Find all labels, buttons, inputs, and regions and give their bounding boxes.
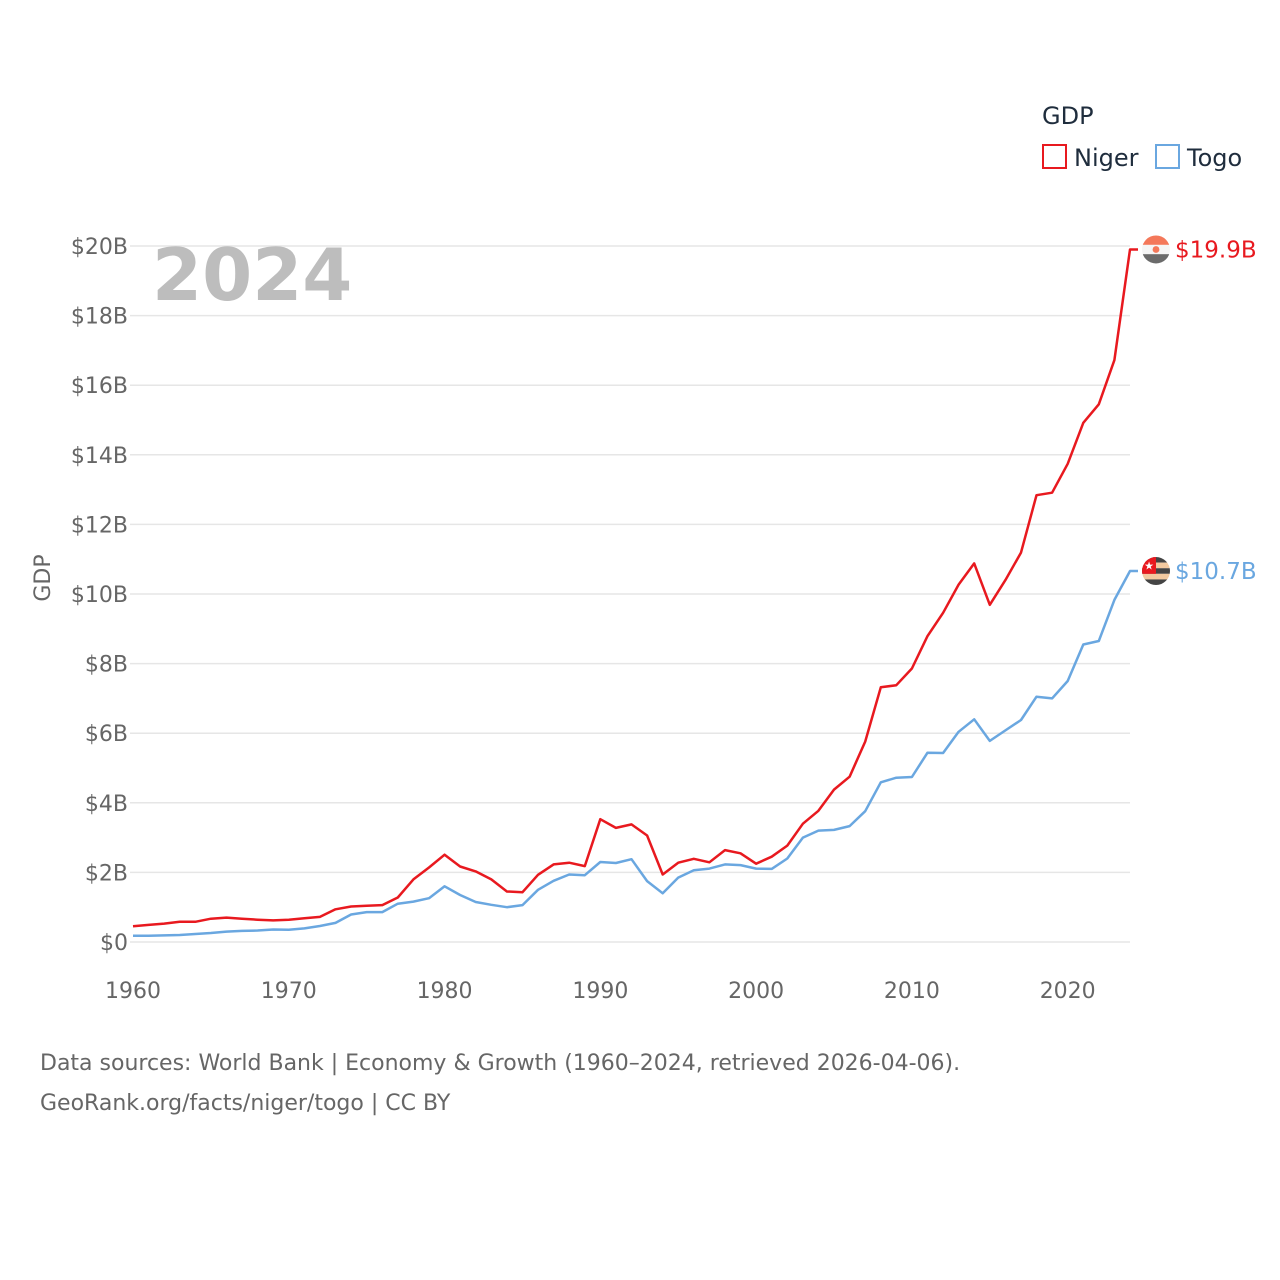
x-tick-label: 1980 xyxy=(417,979,473,1004)
series-line-niger xyxy=(132,248,1138,928)
y-tick-label: $2B xyxy=(85,861,128,886)
x-tick-label: 2010 xyxy=(884,979,940,1004)
y-tick-label: $6B xyxy=(85,722,128,747)
legend-title: GDP xyxy=(1042,102,1094,130)
x-tick-label: 2000 xyxy=(728,979,784,1004)
y-tick-label: $4B xyxy=(85,792,128,817)
y-tick-label: $16B xyxy=(71,374,128,399)
end-value-label-niger: $19.9B xyxy=(1175,237,1257,263)
y-tick-label: $14B xyxy=(71,444,128,469)
legend-item-togo[interactable]: Togo xyxy=(1155,144,1242,172)
legend-label: Togo xyxy=(1186,144,1242,172)
source-line-1: Data sources: World Bank | Economy & Gro… xyxy=(40,1051,961,1076)
y-tick-label: $12B xyxy=(71,513,128,538)
y-tick-label: $0 xyxy=(100,931,128,956)
legend-item-niger[interactable]: Niger xyxy=(1042,144,1139,172)
legend-swatch xyxy=(1155,144,1180,169)
series-line-togo xyxy=(133,569,1138,937)
y-tick-label: $8B xyxy=(85,653,128,678)
x-axis-ticks: 1960 1970 1980 1990 2000 2010 2020 xyxy=(105,979,1096,1004)
year-label: 2024 xyxy=(152,233,352,317)
end-markers: $19.9B ★ $10.7B xyxy=(1142,235,1257,586)
y-axis-title: GDP xyxy=(31,554,56,601)
legend-swatch xyxy=(1042,144,1067,169)
source-note: Data sources: World Bank | Economy & Gro… xyxy=(40,1044,1240,1124)
end-value-label-togo: $10.7B xyxy=(1175,559,1257,585)
y-tick-label: $10B xyxy=(71,583,128,608)
svg-text:★: ★ xyxy=(1144,560,1154,573)
niger-flag-icon xyxy=(1142,235,1170,264)
grid-lines xyxy=(130,245,1130,943)
x-tick-label: 1990 xyxy=(572,979,628,1004)
y-axis-ticks: $0 $2B $4B $6B $8B $10B $12B $14B $16B $18B $20B xyxy=(71,235,128,956)
legend-label: Niger xyxy=(1074,144,1139,172)
y-tick-label: $20B xyxy=(71,235,128,260)
x-tick-label: 1970 xyxy=(261,979,317,1004)
y-tick-label: $18B xyxy=(71,305,128,330)
series-lines xyxy=(132,248,1138,937)
legend: GDP Niger Togo xyxy=(1042,102,1242,172)
x-tick-label: 2020 xyxy=(1040,979,1096,1004)
source-line-2: GeoRank.org/facts/niger/togo | CC BY xyxy=(40,1091,451,1116)
togo-flag-icon: ★ xyxy=(1142,557,1170,586)
x-tick-label: 1960 xyxy=(105,979,161,1004)
